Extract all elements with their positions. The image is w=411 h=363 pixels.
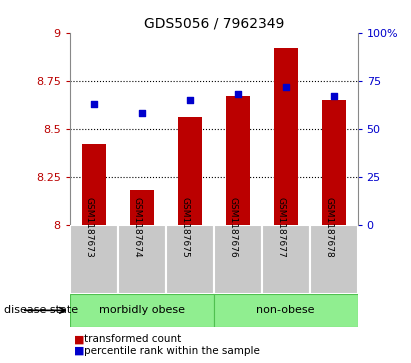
Text: GSM1187678: GSM1187678 [325, 197, 334, 257]
Text: percentile rank within the sample: percentile rank within the sample [84, 346, 260, 356]
Text: GSM1187675: GSM1187675 [181, 197, 190, 257]
Title: GDS5056 / 7962349: GDS5056 / 7962349 [143, 16, 284, 30]
Point [282, 83, 289, 89]
Text: GSM1187676: GSM1187676 [229, 197, 238, 257]
Text: transformed count: transformed count [84, 334, 182, 344]
Text: GSM1187677: GSM1187677 [277, 197, 286, 257]
Bar [178, 117, 202, 225]
Bar [70, 294, 214, 327]
Bar [166, 225, 214, 294]
Point [139, 111, 145, 117]
Point [90, 101, 97, 107]
Point [330, 93, 337, 99]
Bar [322, 100, 346, 225]
Bar [118, 225, 166, 294]
Text: ■: ■ [74, 346, 85, 356]
Text: GSM1187674: GSM1187674 [133, 197, 142, 257]
Bar [70, 225, 118, 294]
Bar [214, 294, 358, 327]
Text: non-obese: non-obese [256, 305, 315, 315]
Text: GSM1187673: GSM1187673 [85, 197, 94, 257]
Point [187, 97, 193, 103]
Bar [262, 225, 309, 294]
Bar [82, 144, 106, 225]
Text: morbidly obese: morbidly obese [99, 305, 185, 315]
Bar [274, 48, 298, 225]
Bar [226, 96, 250, 225]
Bar [130, 191, 154, 225]
Text: ■: ■ [74, 334, 85, 344]
Text: disease state: disease state [4, 305, 78, 315]
Bar [214, 225, 262, 294]
Bar [309, 225, 358, 294]
Point [234, 91, 241, 97]
